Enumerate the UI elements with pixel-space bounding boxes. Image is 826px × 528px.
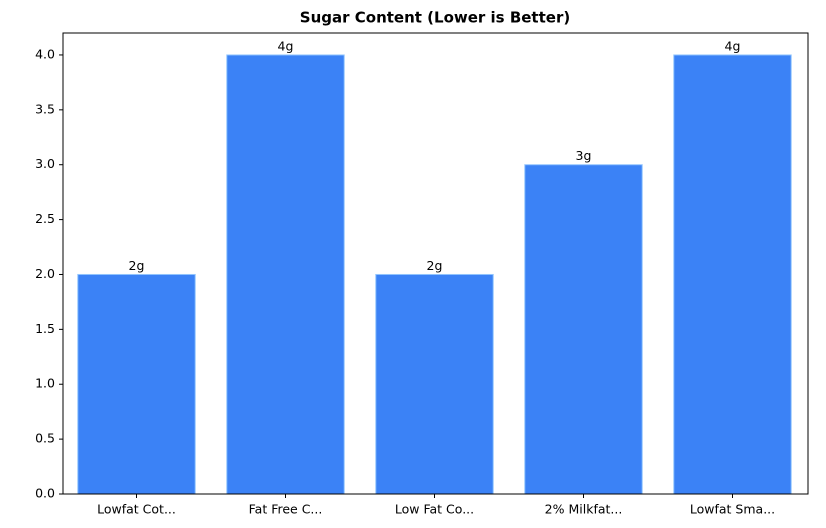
x-tick-label: Lowfat Cot...: [97, 502, 176, 517]
plot-frame: [62, 32, 809, 495]
value-label: 3g: [576, 148, 592, 163]
value-label: 2g: [129, 258, 145, 273]
y-tick-label: 3.5: [35, 101, 55, 116]
y-tick-label: 4.0: [35, 46, 55, 61]
x-tick-label: 2% Milkfat...: [545, 502, 623, 517]
bar: [673, 54, 792, 495]
y-tick-label: 3.0: [35, 156, 55, 171]
chart-title: Sugar Content (Lower is Better): [300, 9, 570, 27]
bar: [375, 273, 494, 495]
bar: [524, 164, 643, 495]
y-tick-label: 1.0: [35, 376, 55, 391]
x-tick-label: Lowfat Sma...: [690, 502, 775, 517]
y-tick-label: 0.5: [35, 431, 55, 446]
y-tick-label: 0.0: [35, 486, 55, 501]
value-label: 4g: [725, 38, 741, 53]
value-label: 2g: [427, 258, 443, 273]
x-tick-label: Fat Free C...: [249, 502, 323, 517]
bar: [226, 54, 345, 495]
y-tick-label: 1.5: [35, 321, 55, 336]
y-tick-label: 2.5: [35, 211, 55, 226]
y-tick-label: 2.0: [35, 266, 55, 281]
x-tick-label: Low Fat Co...: [395, 502, 474, 517]
value-label: 4g: [278, 38, 294, 53]
bar: [77, 273, 196, 495]
